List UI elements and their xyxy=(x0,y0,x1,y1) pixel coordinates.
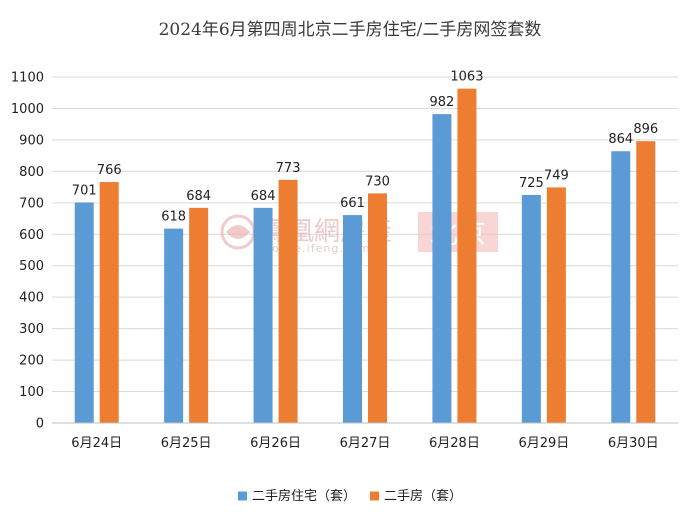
chart-title: 2024年6月第四周北京二手房住宅/二手房网签套数 xyxy=(159,20,542,40)
y-tick-label: 300 xyxy=(19,322,44,337)
bar-all xyxy=(457,88,477,423)
legend-swatch xyxy=(237,491,247,501)
x-tick-label: 6月25日 xyxy=(161,436,212,451)
x-tick-label: 6月27日 xyxy=(340,436,391,451)
y-tick-label: 900 xyxy=(19,133,44,148)
bar-all xyxy=(368,193,387,423)
bar-residential xyxy=(521,194,541,423)
y-tick-label: 700 xyxy=(19,196,44,211)
bar-residential xyxy=(164,228,184,423)
x-tick-label: 6月28日 xyxy=(429,436,480,451)
data-label: 730 xyxy=(365,174,390,189)
x-tick-label: 6月30日 xyxy=(608,436,659,451)
gridlines xyxy=(52,76,678,393)
data-label: 1063 xyxy=(450,70,483,85)
data-label: 725 xyxy=(519,176,544,191)
y-tick-label: 0 xyxy=(36,417,44,432)
data-label: 661 xyxy=(340,196,365,211)
bar-residential xyxy=(343,215,362,423)
y-tick-label: 400 xyxy=(19,291,44,306)
x-tick-label: 6月26日 xyxy=(250,436,301,451)
y-tick-label: 800 xyxy=(19,165,44,180)
bar-all xyxy=(99,182,119,423)
data-label: 773 xyxy=(276,161,301,176)
data-label: 896 xyxy=(633,122,658,137)
bar-all xyxy=(278,179,298,423)
data-label: 684 xyxy=(186,189,211,204)
y-tick-label: 200 xyxy=(19,354,44,369)
data-label: 618 xyxy=(161,210,186,225)
y-tick-label: 1000 xyxy=(11,102,44,117)
y-tick-label: 100 xyxy=(19,385,44,400)
legend-label: 二手房住宅（套） xyxy=(252,488,356,504)
data-label: 864 xyxy=(608,132,633,147)
bar-residential xyxy=(611,151,631,423)
x-tick-label: 6月29日 xyxy=(518,436,569,451)
bars xyxy=(74,88,656,423)
data-label: 684 xyxy=(251,189,276,204)
data-label: 766 xyxy=(97,163,122,178)
data-label: 701 xyxy=(72,184,97,199)
legend-label: 二手房（套） xyxy=(384,488,462,504)
y-tick-label: 1100 xyxy=(11,71,44,86)
bar-residential xyxy=(253,207,273,423)
bar-all xyxy=(189,207,209,423)
bar-residential xyxy=(74,202,94,423)
axes: 0 100 200 300 400 500 600 700 800 900 1000 1100 6月24… xyxy=(11,71,678,451)
x-tick-label: 6月24日 xyxy=(71,436,122,451)
y-tick-label: 600 xyxy=(19,228,44,243)
bar-all xyxy=(546,187,566,423)
data-label: 982 xyxy=(430,95,455,110)
data-label: 749 xyxy=(544,168,569,183)
y-tick-label: 500 xyxy=(19,259,44,274)
bar-all xyxy=(636,141,656,423)
bar-residential xyxy=(432,114,452,423)
legend: 二手房住宅（套） 二手房（套） xyxy=(237,488,462,504)
legend-swatch xyxy=(370,491,379,501)
